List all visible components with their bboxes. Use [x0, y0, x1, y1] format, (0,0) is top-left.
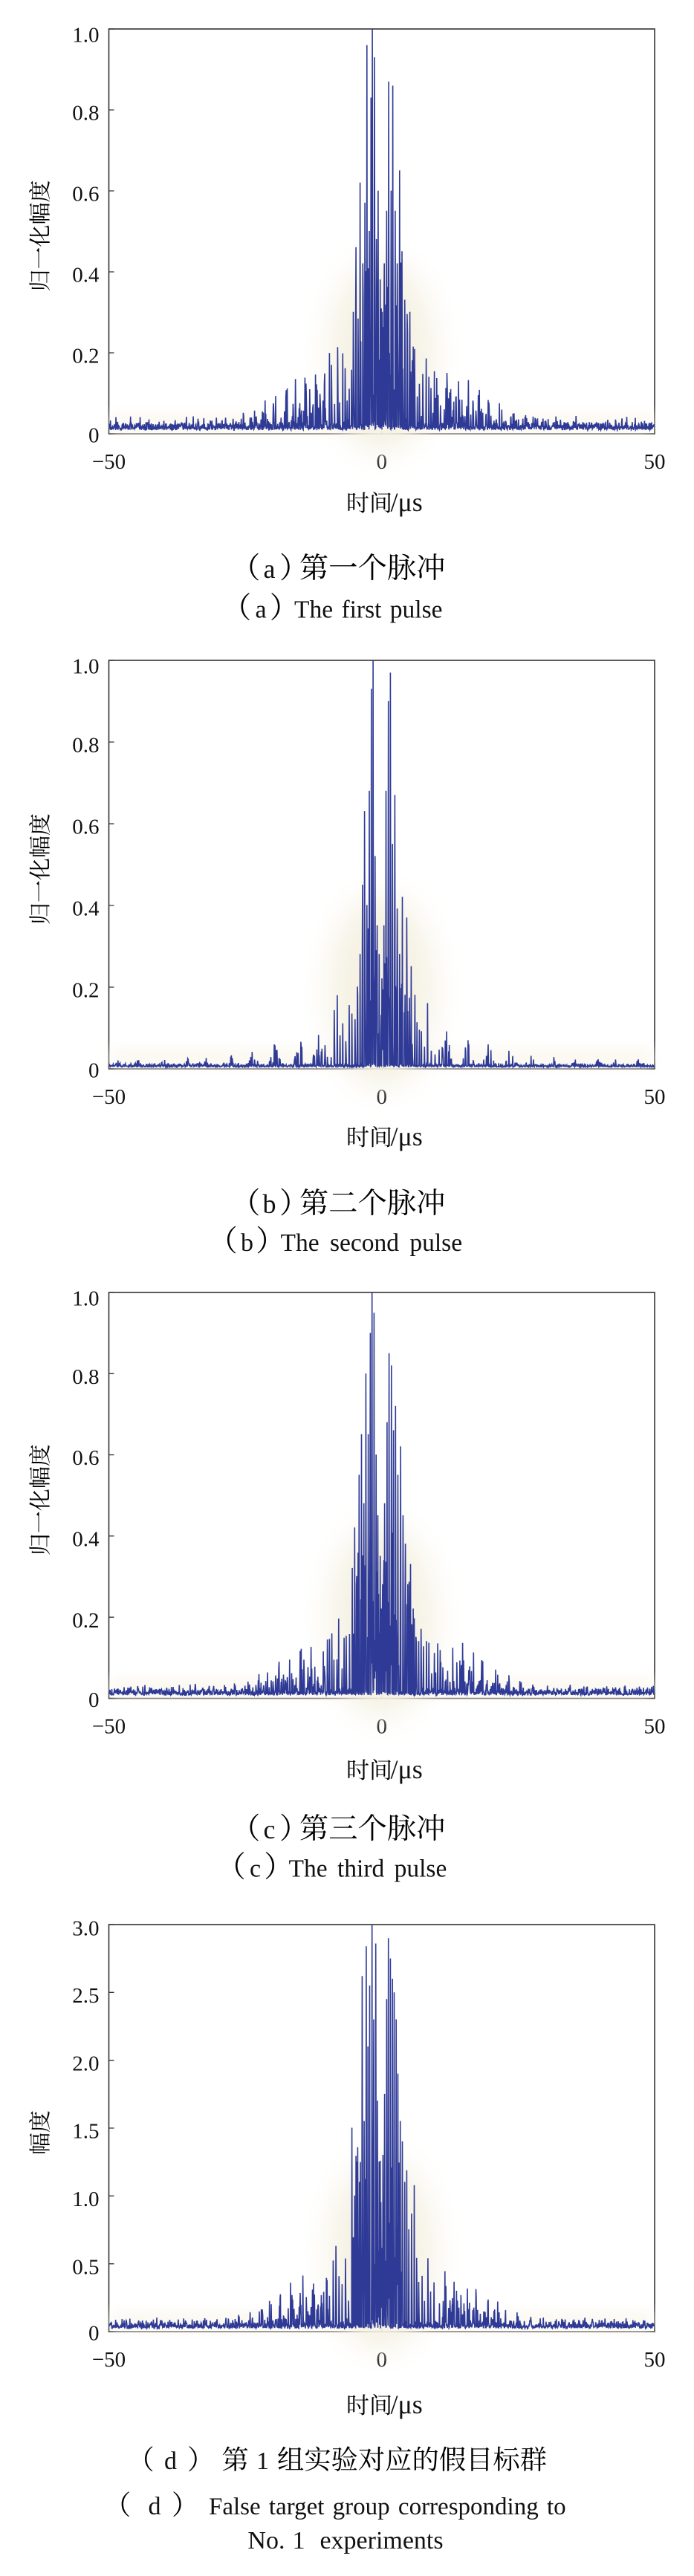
svg-text:0.5: 0.5 [72, 2255, 99, 2279]
svg-text:The second pulse: The second pulse [281, 1229, 463, 1257]
svg-text:d: d [149, 2493, 161, 2520]
svg-text:−50: −50 [92, 1085, 126, 1109]
svg-text:2.0: 2.0 [72, 2052, 99, 2075]
svg-text:0.4: 0.4 [72, 264, 100, 287]
svg-text:0.2: 0.2 [72, 1609, 99, 1633]
svg-text:c: c [250, 1855, 261, 1883]
svg-text:0.6: 0.6 [72, 816, 99, 839]
svg-text:0: 0 [88, 1688, 100, 1712]
svg-text:0.8: 0.8 [72, 734, 99, 758]
svg-text:0.4: 0.4 [72, 897, 100, 921]
svg-text:0.6: 0.6 [72, 183, 99, 206]
svg-text:/μs: /μs [391, 1754, 423, 1784]
svg-text:−50: −50 [92, 2348, 126, 2372]
svg-text:a: a [255, 596, 266, 624]
svg-text:/μs: /μs [391, 487, 423, 517]
svg-text:0: 0 [88, 2322, 100, 2346]
svg-text:False target group correspondi: False target group corresponding to [209, 2494, 566, 2520]
svg-text:0.2: 0.2 [72, 345, 99, 368]
svg-text:0.8: 0.8 [72, 102, 99, 126]
svg-text:/μs: /μs [391, 2390, 423, 2419]
svg-text:0: 0 [377, 450, 388, 474]
svg-text:−50: −50 [92, 450, 126, 474]
svg-text:1.0: 1.0 [72, 655, 99, 679]
svg-text:0: 0 [377, 1715, 388, 1739]
svg-text:The third pulse: The third pulse [289, 1855, 447, 1883]
svg-text:1.5: 1.5 [72, 2120, 99, 2144]
svg-text:3.0: 3.0 [72, 1917, 99, 1941]
svg-text:50: 50 [644, 1085, 666, 1109]
svg-text:a: a [264, 554, 276, 584]
svg-text:b: b [241, 1229, 253, 1257]
svg-text:1.0: 1.0 [72, 24, 99, 48]
svg-text:0.6: 0.6 [72, 1446, 99, 1470]
svg-text:−50: −50 [92, 1715, 126, 1739]
svg-text:/μs: /μs [391, 1122, 423, 1151]
svg-text:0.4: 0.4 [72, 1528, 100, 1552]
svg-text:The first pulse: The first pulse [294, 596, 443, 624]
svg-text:c: c [264, 1815, 276, 1844]
svg-text:0.8: 0.8 [72, 1365, 99, 1389]
svg-text:50: 50 [644, 2348, 666, 2372]
svg-text:1.0: 1.0 [72, 2188, 99, 2211]
svg-text:0: 0 [377, 2348, 388, 2372]
svg-text:2.5: 2.5 [72, 1984, 99, 2008]
svg-text:50: 50 [644, 1715, 666, 1739]
svg-text:No. 1 experiments: No. 1 experiments [247, 2527, 443, 2554]
svg-text:1: 1 [256, 2447, 269, 2475]
svg-text:d: d [164, 2447, 177, 2475]
svg-text:b: b [263, 1189, 276, 1219]
svg-text:0: 0 [377, 1085, 388, 1109]
svg-text:50: 50 [644, 450, 666, 474]
svg-text:0: 0 [88, 1059, 100, 1083]
svg-text:0.2: 0.2 [72, 979, 99, 1003]
svg-text:0: 0 [88, 424, 100, 448]
svg-text:1.0: 1.0 [72, 1287, 99, 1311]
